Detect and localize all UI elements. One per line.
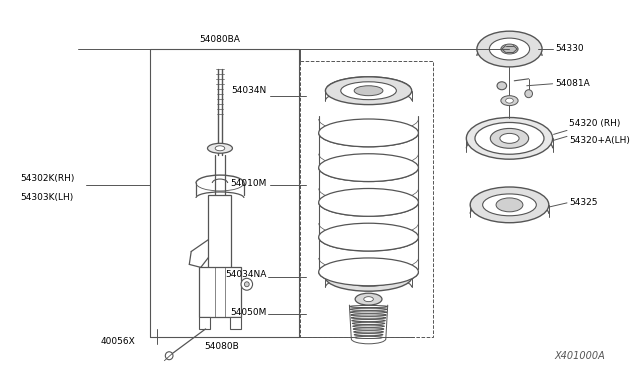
Ellipse shape	[319, 258, 419, 286]
Text: 54330: 54330	[556, 44, 584, 52]
Ellipse shape	[349, 305, 388, 308]
Ellipse shape	[490, 38, 530, 60]
Ellipse shape	[244, 282, 249, 287]
Ellipse shape	[467, 118, 552, 159]
Ellipse shape	[352, 320, 385, 322]
Bar	[199, 267, 241, 317]
Text: 54302K(RH): 54302K(RH)	[20, 174, 75, 183]
Ellipse shape	[351, 317, 386, 319]
Text: 54080B: 54080B	[205, 342, 239, 351]
Ellipse shape	[241, 278, 253, 290]
Text: 54320 (RH): 54320 (RH)	[569, 119, 620, 128]
Bar	[209, 195, 232, 289]
Ellipse shape	[354, 272, 383, 282]
Ellipse shape	[350, 311, 387, 313]
Text: 54081A: 54081A	[556, 79, 590, 88]
Ellipse shape	[500, 134, 519, 143]
Bar	[230, 317, 241, 329]
Ellipse shape	[355, 293, 382, 305]
Text: 54080BA: 54080BA	[200, 35, 241, 44]
Ellipse shape	[506, 98, 513, 103]
Ellipse shape	[470, 187, 548, 223]
Ellipse shape	[364, 296, 373, 302]
Bar	[301, 61, 433, 337]
Text: 54010M: 54010M	[230, 179, 267, 187]
Ellipse shape	[325, 263, 412, 291]
Bar	[199, 317, 211, 329]
Text: 54050M: 54050M	[230, 308, 267, 317]
Ellipse shape	[165, 352, 173, 360]
Text: 54325: 54325	[569, 198, 597, 207]
Ellipse shape	[497, 82, 507, 90]
Ellipse shape	[319, 154, 419, 182]
Ellipse shape	[215, 146, 225, 151]
Text: 54320+A(LH): 54320+A(LH)	[569, 137, 630, 145]
Ellipse shape	[351, 314, 387, 316]
Ellipse shape	[354, 334, 383, 336]
Ellipse shape	[490, 128, 529, 148]
Ellipse shape	[355, 336, 383, 339]
Ellipse shape	[354, 86, 383, 96]
Text: 40056X: 40056X	[100, 337, 135, 346]
Ellipse shape	[340, 82, 396, 100]
Text: 54303K(LH): 54303K(LH)	[20, 193, 74, 202]
Ellipse shape	[496, 198, 523, 212]
Ellipse shape	[475, 122, 544, 154]
Ellipse shape	[477, 31, 542, 67]
Text: 54034NA: 54034NA	[225, 270, 267, 279]
Ellipse shape	[319, 223, 419, 251]
Ellipse shape	[352, 322, 385, 324]
Text: X401000A: X401000A	[555, 351, 605, 361]
Bar	[150, 49, 299, 337]
Ellipse shape	[353, 325, 385, 327]
Ellipse shape	[340, 268, 396, 286]
Ellipse shape	[319, 189, 419, 216]
Ellipse shape	[501, 44, 518, 54]
Ellipse shape	[501, 96, 518, 106]
Ellipse shape	[354, 331, 383, 333]
Ellipse shape	[353, 328, 384, 330]
Ellipse shape	[207, 143, 232, 153]
Ellipse shape	[350, 308, 387, 310]
Ellipse shape	[525, 90, 532, 98]
Ellipse shape	[325, 77, 412, 105]
Ellipse shape	[483, 194, 536, 216]
Text: 54034N: 54034N	[232, 86, 267, 95]
Ellipse shape	[319, 119, 419, 147]
